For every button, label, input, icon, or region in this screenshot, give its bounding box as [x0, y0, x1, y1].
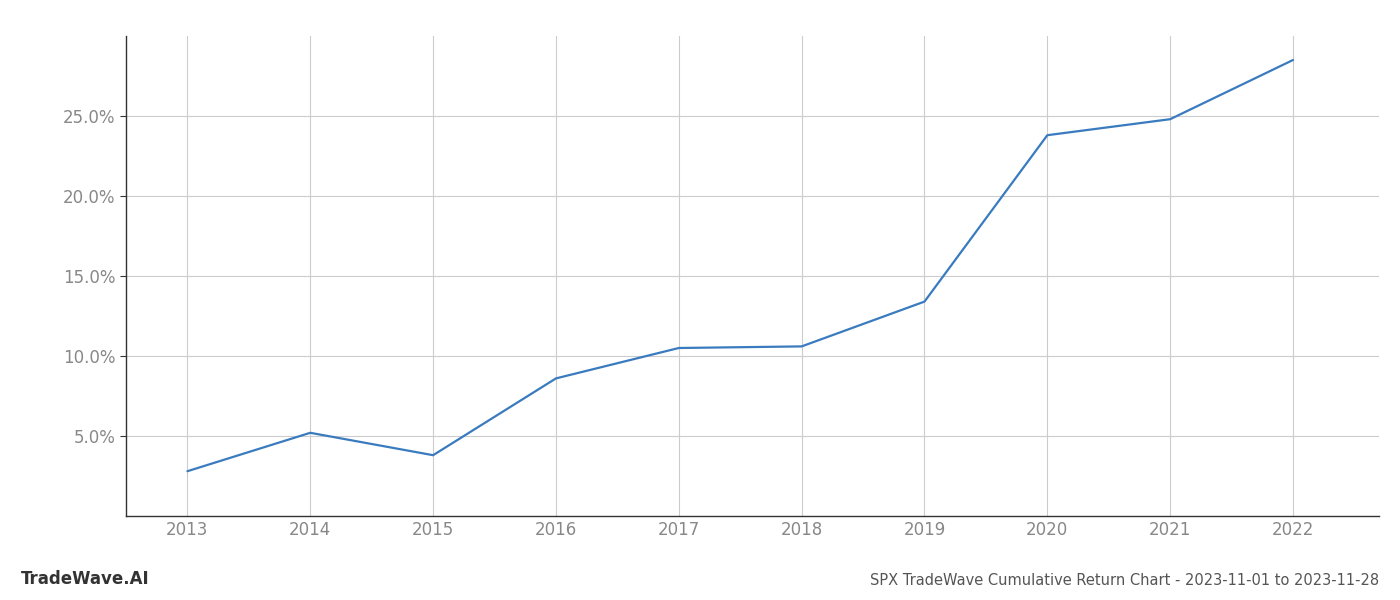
Text: TradeWave.AI: TradeWave.AI [21, 570, 150, 588]
Text: SPX TradeWave Cumulative Return Chart - 2023-11-01 to 2023-11-28: SPX TradeWave Cumulative Return Chart - … [869, 573, 1379, 588]
